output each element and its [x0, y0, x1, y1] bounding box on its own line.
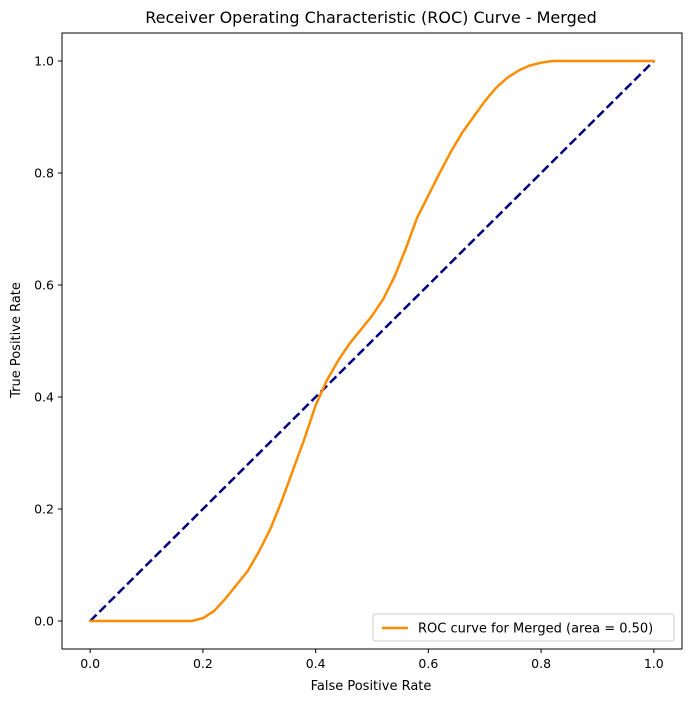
x-tick-label: 1.0 [644, 656, 664, 671]
legend-box [372, 613, 675, 642]
y-tick-label: 1.0 [34, 54, 54, 69]
y-tick-label: 0.2 [34, 502, 54, 517]
y-tick-label: 0.4 [34, 390, 54, 405]
roc-curve-line [88, 59, 656, 623]
y-axis-ticks: 0.0 0.2 0.4 0.6 0.8 1.0 [34, 54, 62, 629]
x-tick-label: 0.0 [80, 656, 100, 671]
x-axis-ticks: 0.0 0.2 0.4 0.6 0.8 1.0 [80, 649, 664, 671]
diagonal-reference-line [89, 60, 655, 622]
legend-label: ROC curve for Merged (area = 0.50) [418, 622, 653, 637]
x-tick-label: 0.2 [193, 656, 213, 671]
axes-frame [61, 32, 683, 650]
x-tick-label: 0.8 [531, 656, 551, 671]
x-tick-label: 0.4 [306, 656, 326, 671]
y-tick-label: 0.8 [34, 166, 54, 181]
x-axis-label: False Positive Rate [311, 679, 432, 694]
legend: ROC curve for Merged (area = 0.50) [372, 613, 675, 642]
x-tick-label: 0.6 [418, 656, 438, 671]
plot-area [61, 32, 683, 650]
y-tick-label: 0.6 [34, 278, 54, 293]
chart-title: Receiver Operating Characteristic (ROC) … [145, 8, 596, 27]
y-axis-label: True Positive Rate [9, 282, 24, 399]
y-tick-label: 0.0 [34, 614, 54, 629]
